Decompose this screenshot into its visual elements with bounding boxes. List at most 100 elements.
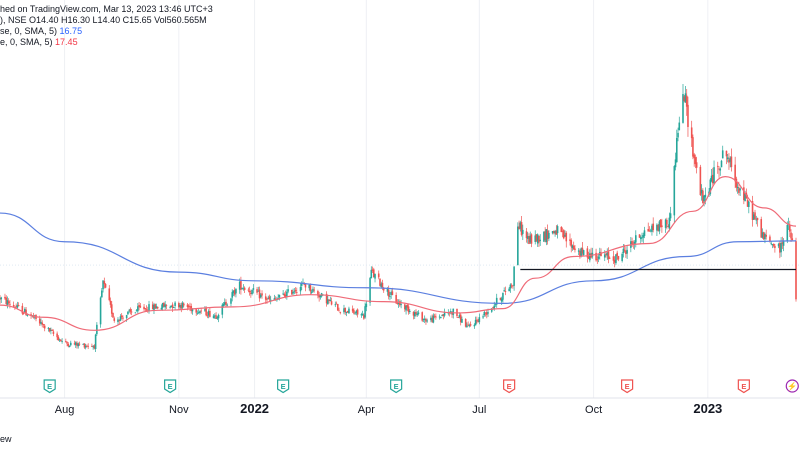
candle-down bbox=[209, 310, 211, 317]
candle-up bbox=[582, 250, 585, 256]
candle-up bbox=[503, 290, 505, 292]
candle-down bbox=[248, 290, 251, 293]
earnings-marker bbox=[621, 379, 634, 394]
candle-up bbox=[468, 325, 471, 326]
earnings-icon[interactable]: E bbox=[277, 379, 290, 394]
candle-down bbox=[596, 259, 599, 261]
candle-down bbox=[412, 311, 415, 316]
candle-down bbox=[659, 219, 662, 228]
candle-up bbox=[430, 317, 432, 321]
candle-down bbox=[728, 159, 730, 163]
candle-down bbox=[406, 304, 409, 308]
candle-up bbox=[509, 284, 512, 289]
earnings-icon[interactable]: E bbox=[503, 379, 516, 394]
candle-up bbox=[360, 314, 363, 316]
candle-down bbox=[264, 296, 267, 300]
candle-down bbox=[485, 312, 488, 315]
candle-down bbox=[309, 285, 312, 292]
candle-up bbox=[286, 291, 288, 297]
candle-up bbox=[216, 317, 219, 319]
candle-down bbox=[484, 312, 487, 314]
candle-down bbox=[760, 219, 763, 238]
candle-up bbox=[235, 289, 237, 294]
candle-down bbox=[190, 305, 193, 311]
candle-down bbox=[363, 314, 365, 319]
x-tick-label: Jul bbox=[472, 404, 486, 416]
ma-slow-legend[interactable]: e, 0, SMA, 5) 17.45 bbox=[0, 37, 213, 48]
ma-fast-legend[interactable]: se, 0, SMA, 5) 16.75 bbox=[0, 26, 213, 37]
candle-up bbox=[597, 256, 600, 259]
candle-down bbox=[268, 296, 271, 300]
candle-up bbox=[94, 334, 97, 350]
earnings-icon[interactable]: E bbox=[390, 379, 403, 394]
candle-down bbox=[379, 278, 381, 286]
earnings-icon[interactable]: E bbox=[737, 379, 750, 394]
candle-down bbox=[206, 315, 209, 317]
candle-up bbox=[238, 281, 241, 290]
candle-down bbox=[22, 313, 25, 314]
dividend-icon[interactable]: ⚡ bbox=[785, 379, 799, 393]
candle-up bbox=[251, 289, 253, 294]
candle-down bbox=[66, 341, 68, 344]
candle-up bbox=[589, 253, 591, 261]
candle-up bbox=[748, 201, 750, 207]
candle-up bbox=[74, 342, 77, 346]
candle-up bbox=[677, 132, 679, 138]
candle-down bbox=[565, 232, 568, 242]
candle-down bbox=[122, 317, 124, 319]
candle-up bbox=[191, 308, 194, 312]
candle-down bbox=[328, 299, 330, 301]
candle-down bbox=[617, 255, 620, 260]
candle-up bbox=[603, 254, 606, 258]
candle-down bbox=[608, 257, 611, 259]
candle-up bbox=[668, 217, 671, 229]
event-label: E bbox=[394, 382, 399, 391]
candle-down bbox=[318, 294, 320, 298]
candle-up bbox=[493, 305, 496, 309]
candle-up bbox=[102, 280, 104, 290]
candle-up bbox=[299, 287, 302, 292]
candle-up bbox=[719, 168, 722, 171]
candle-down bbox=[685, 95, 688, 107]
candle-up bbox=[241, 288, 243, 290]
candle-up bbox=[545, 229, 548, 243]
candle-up bbox=[199, 311, 201, 314]
candle-down bbox=[387, 289, 390, 297]
candle-down bbox=[560, 226, 563, 233]
earnings-icon[interactable]: E bbox=[164, 379, 177, 394]
candle-down bbox=[200, 310, 202, 312]
candle-up bbox=[458, 314, 461, 318]
x-tick-label: 2023 bbox=[693, 401, 722, 416]
candle-down bbox=[178, 303, 180, 308]
candle-up bbox=[212, 315, 215, 319]
candle-down bbox=[735, 178, 738, 188]
candle-up bbox=[292, 291, 294, 294]
candle-up bbox=[564, 234, 566, 237]
candle-up bbox=[626, 249, 628, 254]
candle-down bbox=[510, 285, 513, 287]
candle-down bbox=[595, 252, 597, 261]
event-label: E bbox=[168, 382, 173, 391]
candle-down bbox=[113, 318, 116, 321]
candle-up bbox=[678, 122, 681, 131]
candle-down bbox=[687, 104, 689, 127]
candle-up bbox=[343, 308, 345, 313]
candle-up bbox=[474, 319, 477, 326]
event-label: E bbox=[625, 382, 630, 391]
candle-up bbox=[710, 175, 713, 182]
candle-up bbox=[231, 292, 234, 298]
candle-down bbox=[145, 309, 148, 311]
candle-down bbox=[38, 318, 41, 324]
candle-up bbox=[386, 288, 389, 292]
earnings-icon[interactable]: E bbox=[621, 379, 634, 394]
grid-layer bbox=[0, 0, 800, 399]
earnings-icon[interactable]: E bbox=[43, 379, 56, 394]
candle-down bbox=[504, 290, 507, 292]
candle-up bbox=[551, 231, 554, 234]
candle-up bbox=[348, 308, 350, 314]
candle-down bbox=[391, 291, 394, 296]
x-tick-label: Aug bbox=[55, 404, 75, 416]
candle-down bbox=[795, 241, 797, 300]
